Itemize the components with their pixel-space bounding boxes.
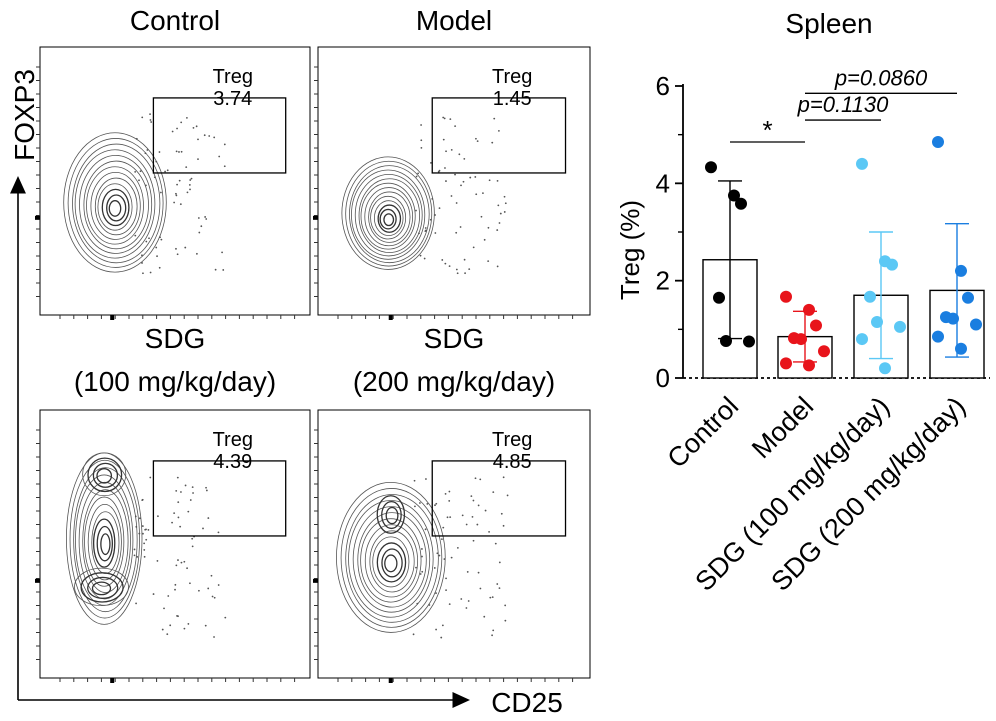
data-point — [864, 290, 876, 303]
flow-panel-title: SDG — [145, 323, 206, 354]
data-point — [955, 342, 967, 355]
data-point — [780, 357, 792, 370]
gate-value: 4.39 — [213, 451, 252, 473]
data-point — [962, 291, 974, 304]
gate-name: Treg — [492, 66, 532, 88]
data-point — [780, 290, 792, 303]
flow-axis-ticks — [313, 429, 574, 683]
flow-contours — [65, 452, 227, 638]
y-tick-label: 4 — [656, 168, 670, 198]
data-point — [735, 197, 747, 210]
gate-value: 4.85 — [493, 451, 532, 473]
data-point — [803, 303, 815, 316]
data-point — [803, 359, 815, 372]
treg-gate — [152, 97, 287, 174]
chart-title: Spleen — [785, 8, 872, 39]
data-point — [705, 161, 717, 174]
flow-panel-title: SDG — [424, 323, 485, 354]
x-category-label: Control — [661, 391, 744, 474]
cd25-axis-label: CD25 — [491, 687, 563, 718]
significance-label: p=0.0860 — [834, 65, 928, 90]
flow-axis-ticks — [35, 429, 296, 683]
data-point — [856, 157, 868, 170]
treg-gate — [431, 460, 567, 537]
flow-panel-title: (100 mg/kg/day) — [74, 366, 276, 397]
gate-value: 1.45 — [493, 88, 532, 110]
gate-value: 3.74 — [213, 88, 252, 110]
flow-plot-frame — [317, 46, 591, 316]
y-tick-label: 0 — [656, 363, 670, 393]
foxp3-axis-label: FOXP3 — [9, 69, 40, 161]
data-point — [856, 333, 868, 346]
data-point — [932, 330, 944, 343]
flow-plot-frame — [317, 409, 591, 679]
gate-name: Treg — [492, 429, 532, 451]
flow-plot-frame — [39, 46, 311, 316]
flow-contours — [336, 476, 509, 639]
data-point — [795, 333, 807, 346]
flow-contours — [341, 116, 507, 275]
flow-panel-title: (200 mg/kg/day) — [353, 366, 555, 397]
flow-panel-title: Control — [130, 5, 220, 36]
y-axis-title: Treg (%) — [615, 200, 645, 300]
gate-name: Treg — [213, 66, 253, 88]
y-tick-label: 2 — [656, 266, 670, 296]
data-point — [886, 258, 898, 271]
data-point — [713, 291, 725, 304]
significance-label: p=0.1130 — [797, 92, 890, 117]
flow-axis-ticks — [35, 66, 296, 320]
y-tick-label: 6 — [656, 71, 670, 101]
data-point — [728, 189, 740, 202]
data-point — [743, 335, 755, 348]
data-point — [955, 264, 967, 277]
flow-contours — [63, 113, 226, 275]
data-point — [947, 312, 959, 325]
treg-gate — [431, 97, 567, 174]
data-point — [818, 345, 830, 358]
flow-panel-title: Model — [416, 5, 492, 36]
treg-gate — [152, 460, 287, 537]
data-point — [871, 316, 883, 329]
data-point — [932, 135, 944, 148]
data-point — [879, 362, 891, 375]
data-point — [894, 320, 906, 333]
gate-name: Treg — [213, 429, 253, 451]
data-point — [970, 318, 982, 331]
data-point — [810, 319, 822, 332]
significance-label: * — [762, 115, 772, 145]
flow-axis-ticks — [313, 66, 574, 320]
flow-plot-frame — [39, 409, 311, 679]
data-point — [720, 335, 732, 348]
x-category-label: Model — [746, 391, 819, 464]
